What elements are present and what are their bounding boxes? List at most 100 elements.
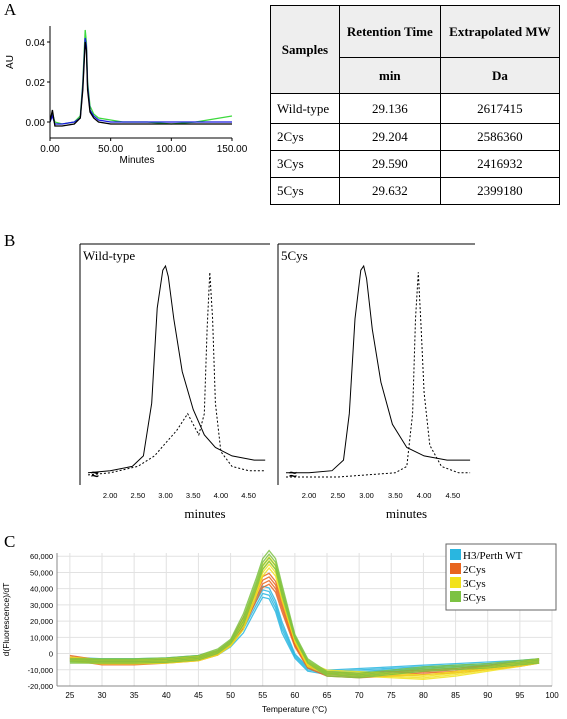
header-retention-time: Retention Time [338,5,441,58]
header-samples: Samples [270,5,340,94]
y-tick-label: 10,000 [30,633,53,642]
x-tick-label: 50.00 [98,144,123,155]
sample-cell: 5Cys [270,177,340,205]
x-tick-label: 60 [290,691,299,700]
x-tick-label: 4.50 [446,491,461,500]
legend-swatch [450,577,461,588]
x-tick-label: 2.00 [302,491,317,500]
legend-label: 3Cys [463,578,486,590]
table-row: Wild-type 29.136 2617415 [270,93,561,124]
legend-label: H3/Perth WT [463,550,523,562]
series-line [69,566,540,680]
axis-break-icon: ≈ [91,466,99,482]
x-axis-title: Temperature (°C) [262,704,327,714]
table-row: 2Cys 29.204 2586360 [270,123,561,151]
x-tick-label: 3.00 [359,491,374,500]
x-tick-label: 40 [162,691,171,700]
x-tick-label: 4.00 [214,491,229,500]
series-line [49,41,232,127]
legend-swatch [450,549,461,560]
x-tick-label: 65 [323,691,332,700]
x-tick-label: 35 [130,691,139,700]
y-tick-label: 0.00 [26,118,46,129]
y-tick-label: 0 [49,650,53,659]
legend-swatch [450,591,461,602]
sample-cell: Wild-type [270,93,340,124]
x-axis-title: minutes [386,506,427,521]
x-tick-label: 0.00 [40,144,60,155]
y-tick-label: 20,000 [30,617,53,626]
series-line [69,553,540,676]
y-axis-title: AU [5,55,16,69]
chart-b-sec: Wild-type ≈2.00 2.50 3.00 3.50 4.00 4.50 minute… [79,243,475,521]
legend-label: 5Cys [463,592,486,604]
unit-mw: Da [439,57,561,94]
series-line [49,37,232,125]
panel-label-b: B [4,231,16,250]
x-tick-label: 30 [98,691,107,700]
series-line [69,560,540,679]
chart-a-hplc: 0.00 0.02 0.04 0.00 50.00 100.00 150.00 Minutes… [5,26,248,166]
x-tick-label: 4.00 [417,491,432,500]
mw-cell: 2617415 [439,93,561,124]
axis-break-icon: ≈ [289,466,297,482]
x-tick-label: 85 [451,691,460,700]
series-line [69,563,540,679]
rt-cell: 29.632 [338,177,441,205]
legend-box [445,543,557,611]
panel-label-a: A [4,0,17,19]
x-tick-label: 3.50 [388,491,403,500]
panel-label-c: C [4,532,16,551]
x-tick-label: 75 [387,691,396,700]
x-tick-label: 100.00 [156,144,187,155]
table-row: 3Cys 29.590 2416932 [270,150,561,178]
sample-cell: 2Cys [270,123,340,151]
y-tick-label: 60,000 [30,552,53,561]
y-axis-title: d(Fluorescence)/dT [1,583,11,657]
y-tick-label: 30,000 [30,601,53,610]
series-line [286,272,471,478]
rt-cell: 29.204 [338,123,441,151]
legend-label: 2Cys [463,564,486,576]
x-tick-label: 4.50 [241,491,256,500]
x-tick-label: 45 [194,691,203,700]
sample-cell: 3Cys [270,150,340,178]
x-tick-label: 55 [258,691,267,700]
y-tick-label: 0.02 [26,78,46,89]
series-line [49,29,233,125]
chart-title: 5Cys [281,248,308,263]
y-tick-label: 50,000 [30,568,53,577]
x-tick-label: 80 [419,691,428,700]
x-tick-label: 25 [65,691,74,700]
x-tick-label: 50 [226,691,235,700]
x-tick-label: 150.00 [217,144,248,155]
x-tick-label: 2.00 [103,491,118,500]
x-tick-label: 3.00 [158,491,173,500]
x-tick-label: 2.50 [330,491,345,500]
x-tick-label: 100 [545,691,559,700]
x-tick-label: 95 [515,691,524,700]
mw-cell: 2586360 [439,123,561,151]
x-tick-label: 70 [355,691,364,700]
x-axis-title: minutes [184,506,225,521]
chart-title: Wild-type [83,248,135,263]
series-line [69,549,540,674]
mw-table: Samples Retention Time Extrapolated MW m… [270,5,561,205]
series-line [87,264,266,474]
rt-cell: 29.136 [338,93,441,124]
x-axis-title: Minutes [119,155,154,166]
series-line [87,272,266,476]
y-tick-label: 40,000 [30,585,53,594]
chart-c-melt-curve: 25 30 35 40 45 50 55 60 65 70 75 80 85 90 95 100 60,000 5… [1,543,559,714]
unit-rt: min [338,57,441,94]
series-line [69,556,540,677]
table-row: 5Cys 29.632 2399180 [270,177,561,205]
x-tick-label: 3.50 [186,491,201,500]
y-tick-label: -10,000 [28,666,53,675]
rt-cell: 29.590 [338,150,441,178]
x-tick-label: 2.50 [131,491,146,500]
y-tick-label: 0.04 [26,38,46,49]
mw-cell: 2399180 [439,177,561,205]
mw-cell: 2416932 [439,150,561,178]
series-line [286,264,471,474]
